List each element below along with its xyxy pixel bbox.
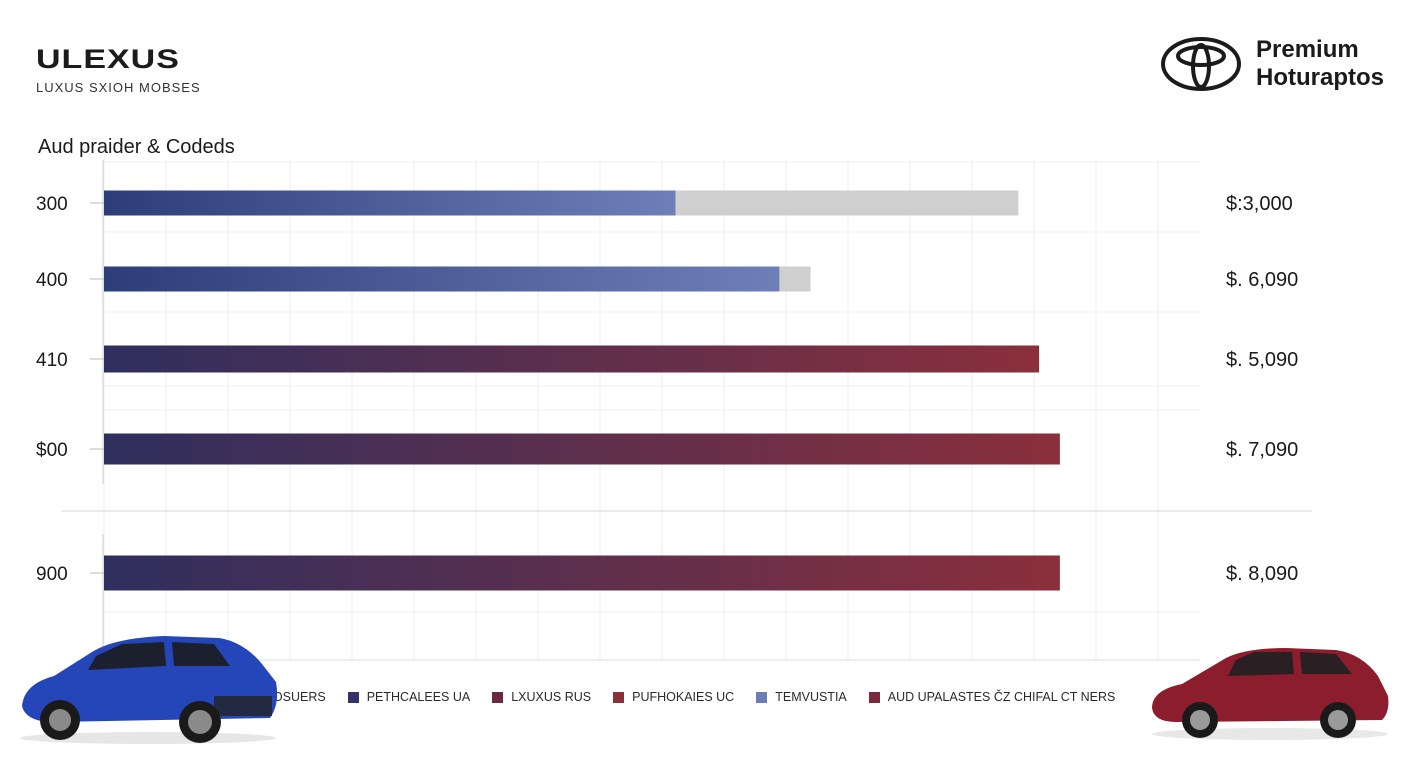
chart-bars [104, 190, 1060, 591]
lexus-logo: ULEXUS [36, 44, 180, 75]
chart-title: Aud praider & Codeds [38, 136, 235, 158]
legend-swatch [868, 691, 880, 703]
brand-right-name: Premium Hoturaptos [1256, 36, 1384, 92]
bar [104, 555, 1060, 591]
legend-label: TEMVUSTIA [775, 690, 847, 704]
legend-label: ЮSUERS [270, 690, 326, 704]
value-label: $:3,000 [1226, 193, 1293, 215]
red-suv-icon [1152, 648, 1389, 740]
y-tick-label: 400 [36, 270, 68, 291]
chart-grid [62, 160, 1312, 661]
legend-label: AUD UPALASTES ČZ CHIFAL CT NERS [887, 690, 1116, 704]
legend-swatch [347, 691, 359, 703]
value-label: $. 6,090 [1226, 269, 1298, 291]
y-tick-label: $00 [36, 440, 68, 461]
brand-left: ULEXUS LUXUS SXIOH MOBSES [36, 44, 201, 95]
value-label: $. 5,090 [1226, 349, 1298, 371]
bar [104, 345, 1040, 373]
chart-legend: ЮSUERS PETHCALEES UA LXUXUS RUS PUFHOKAIES … [270, 690, 1115, 704]
toyota-emblem-icon [1161, 37, 1241, 91]
legend-swatch [492, 691, 504, 703]
legend-item: AUD UPALASTES ČZ CHIFAL CT NERS [868, 690, 1116, 704]
brand-subtitle: LUXUS SXIOH MOBSES [36, 80, 201, 95]
legend-label: LXUXUS RUS [511, 690, 592, 704]
legend-label: PUFHOKAIES UC [632, 690, 735, 704]
bar [104, 433, 1060, 465]
brand-right: Premium Hoturaptos [1160, 36, 1384, 92]
legend-label: PETHCALEES UA [366, 690, 471, 704]
brand-right-line1: Premium [1256, 36, 1359, 63]
value-label: $. 8,090 [1226, 563, 1298, 585]
chart-labels: 300 $:3,000 400 $. 6,090 410 $. 5,090 $00 $. 7,… [36, 193, 1298, 585]
legend-swatch [756, 691, 768, 703]
y-tick-label: 300 [36, 194, 68, 215]
value-label: $. 7,090 [1226, 439, 1298, 461]
legend-item: LXUXUS RUS [492, 690, 591, 704]
blue-suv-icon [20, 636, 278, 744]
bar [104, 266, 780, 292]
legend-item: PUFHOKAIES UC [613, 690, 734, 704]
bar [104, 190, 676, 216]
legend-item: ЮSUERS [270, 690, 326, 704]
y-tick-label: 410 [36, 350, 68, 371]
legend-swatch [613, 691, 625, 703]
brand-right-line2: Hoturaptos [1256, 64, 1384, 91]
legend-item: PETHCALEES UA [347, 690, 471, 704]
y-tick-label: 900 [36, 564, 68, 585]
legend-item: TEMVUSTIA [756, 690, 847, 704]
